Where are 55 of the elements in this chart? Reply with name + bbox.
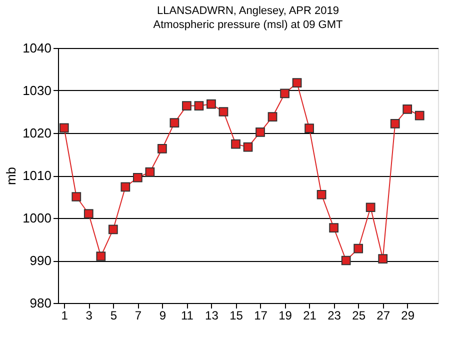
point <box>84 209 94 218</box>
x-tick-label: 13 <box>205 308 219 322</box>
point <box>366 202 376 212</box>
point <box>329 223 338 232</box>
point <box>145 167 155 177</box>
y-tick-label: 1010 <box>22 168 52 183</box>
point <box>158 144 167 154</box>
point <box>292 78 302 88</box>
x-tick-label: 11 <box>180 308 194 322</box>
point <box>231 139 240 149</box>
point <box>341 256 351 266</box>
point <box>182 101 192 110</box>
point <box>414 110 424 120</box>
point <box>218 107 228 116</box>
x-tick-label: 19 <box>278 308 292 322</box>
point <box>280 88 290 98</box>
x-tick-label: 23 <box>328 308 342 322</box>
point <box>378 254 388 264</box>
point <box>316 190 326 200</box>
x-tick-label: 5 <box>110 308 118 322</box>
y-tick-label: 1000 <box>22 210 52 226</box>
point <box>268 112 278 122</box>
x-tick-label: 1 <box>61 308 68 322</box>
y-tick-label: 990 <box>30 253 52 268</box>
point <box>206 99 216 109</box>
point <box>402 104 412 114</box>
x-tick-label: 27 <box>376 308 390 322</box>
y-tick-label: 1020 <box>22 126 52 140</box>
point <box>132 172 142 182</box>
chart-subtitle: Atmospheric pressure (msl) at 09 GMT <box>153 19 344 31</box>
point <box>59 123 69 133</box>
x-tick-label: 17 <box>254 308 268 322</box>
point <box>354 244 364 254</box>
x-tick-label: 9 <box>159 308 166 322</box>
point <box>170 118 180 128</box>
point <box>96 252 106 261</box>
x-tick-label: 3 <box>86 308 93 322</box>
point <box>194 101 204 110</box>
x-tick-label: 15 <box>230 308 244 322</box>
point <box>120 182 130 192</box>
chart-title: LLANSADWRN, Anglesey, APR 2019 <box>157 5 339 17</box>
point <box>243 142 253 152</box>
point <box>304 124 314 134</box>
point <box>72 192 82 202</box>
point <box>108 224 118 234</box>
x-tick-label: 7 <box>134 308 142 322</box>
y-tick-label: 1030 <box>22 83 52 98</box>
y-tick-label: 980 <box>30 296 52 310</box>
point <box>256 127 265 137</box>
point <box>390 118 400 128</box>
y-axis-title: mb <box>4 166 19 186</box>
y-tick-label: 1040 <box>22 40 52 56</box>
x-tick-label: 25 <box>352 308 366 322</box>
x-tick-label: 29 <box>401 308 415 322</box>
x-tick-label: 21 <box>303 308 317 322</box>
